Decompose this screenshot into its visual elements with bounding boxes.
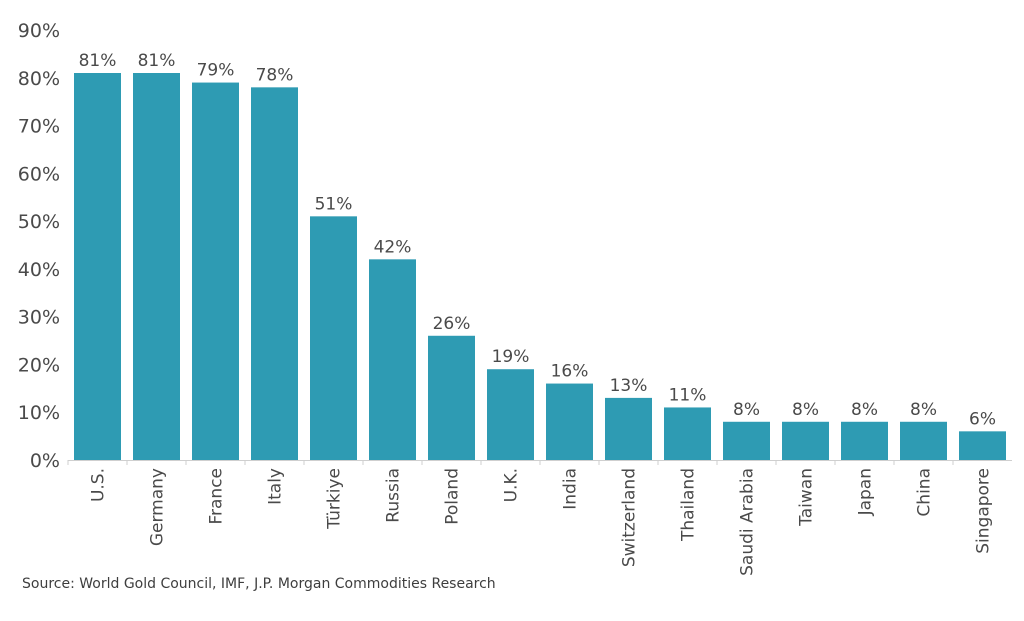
bar	[723, 421, 770, 460]
bar	[192, 82, 239, 461]
data-label: 8%	[910, 400, 937, 420]
bar	[782, 421, 829, 460]
data-label: 13%	[610, 376, 648, 396]
x-tick-label: Thailand	[679, 468, 699, 542]
data-label: 81%	[138, 51, 176, 71]
x-tick-label: Poland	[443, 468, 463, 525]
y-tick-label: 70%	[18, 116, 60, 138]
x-tick-label: China	[915, 468, 935, 517]
x-tick-label: Russia	[384, 468, 404, 523]
y-tick-label: 90%	[18, 20, 60, 42]
data-label: 78%	[256, 65, 294, 85]
data-label: 42%	[374, 237, 412, 257]
x-tick-label: Switzerland	[620, 468, 640, 567]
x-tick-label: Taiwan	[797, 468, 817, 527]
data-label: 11%	[669, 385, 707, 405]
data-label: 8%	[792, 400, 819, 420]
y-tick-label: 30%	[18, 307, 60, 329]
bar	[605, 397, 652, 460]
y-tick-label: 20%	[18, 354, 60, 376]
bar	[428, 335, 475, 460]
data-labels: 81% 81% 79% 78% 51% 42% 26% 19% 16% 13% 11% 8% 8% 8% 8…	[79, 51, 996, 429]
y-tick-label: 80%	[18, 68, 60, 90]
data-label: 79%	[197, 61, 235, 81]
y-tick-label: 60%	[18, 163, 60, 185]
bar	[251, 87, 298, 460]
bar	[74, 73, 121, 460]
bar	[546, 383, 593, 460]
x-tick-label: Saudi Arabia	[738, 468, 758, 576]
x-tick-label: Italy	[266, 468, 286, 505]
y-axis: 0% 10% 20% 30% 40% 50% 60% 70% 80% 90%	[18, 20, 60, 472]
data-label: 19%	[492, 347, 530, 367]
bar	[841, 421, 888, 460]
x-tick-label: India	[561, 468, 581, 510]
x-tick-label: Germany	[148, 468, 168, 546]
bar	[487, 369, 534, 460]
bar	[664, 407, 711, 460]
bar	[133, 73, 180, 460]
x-tick-label: Japan	[856, 468, 876, 516]
x-axis: U.S. Germany France Italy Türkiye Russia Polan…	[67, 460, 994, 576]
y-tick-label: 10%	[18, 402, 60, 424]
bar	[959, 431, 1006, 460]
source-note: Source: World Gold Council, IMF, J.P. Mo…	[22, 576, 496, 592]
data-label: 16%	[551, 362, 589, 382]
data-label: 8%	[851, 400, 878, 420]
data-label: 8%	[733, 400, 760, 420]
y-tick-label: 0%	[30, 450, 60, 472]
bar	[310, 216, 357, 460]
data-label: 51%	[315, 194, 353, 214]
x-tick-label: U.S.	[89, 468, 109, 502]
bar-series	[74, 73, 1006, 461]
x-tick-label: Singapore	[974, 468, 994, 554]
y-tick-label: 40%	[18, 259, 60, 281]
data-label: 26%	[433, 314, 471, 334]
x-tick-label: U.K.	[502, 468, 522, 502]
y-tick-label: 50%	[18, 211, 60, 233]
x-tick-label: Türkiye	[325, 468, 345, 530]
x-tick-label: France	[207, 468, 227, 525]
data-label: 81%	[79, 51, 117, 71]
data-label: 6%	[969, 409, 996, 429]
bar	[900, 421, 947, 460]
bar	[369, 259, 416, 460]
